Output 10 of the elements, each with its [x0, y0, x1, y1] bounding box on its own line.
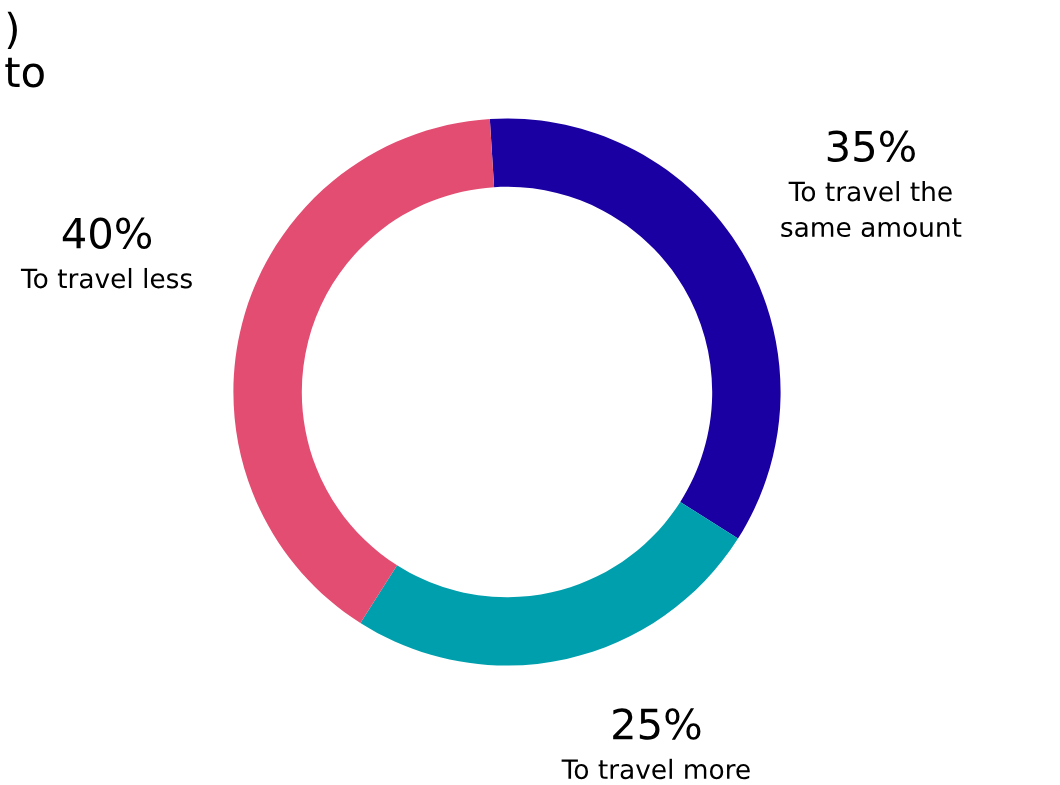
- chart-title: ) to: [5, 11, 44, 88]
- data-label: 25%: [613, 708, 701, 740]
- slice-label: To travel more: [561, 758, 750, 780]
- data-label: 40%: [62, 217, 152, 249]
- slice-label: To travel less: [20, 267, 192, 289]
- donut-slice: [360, 501, 739, 666]
- slice-label: To travel the same amount: [781, 181, 962, 238]
- data-label: 35%: [827, 130, 915, 163]
- donut-slice: [489, 118, 781, 539]
- donut-slice: [233, 118, 495, 624]
